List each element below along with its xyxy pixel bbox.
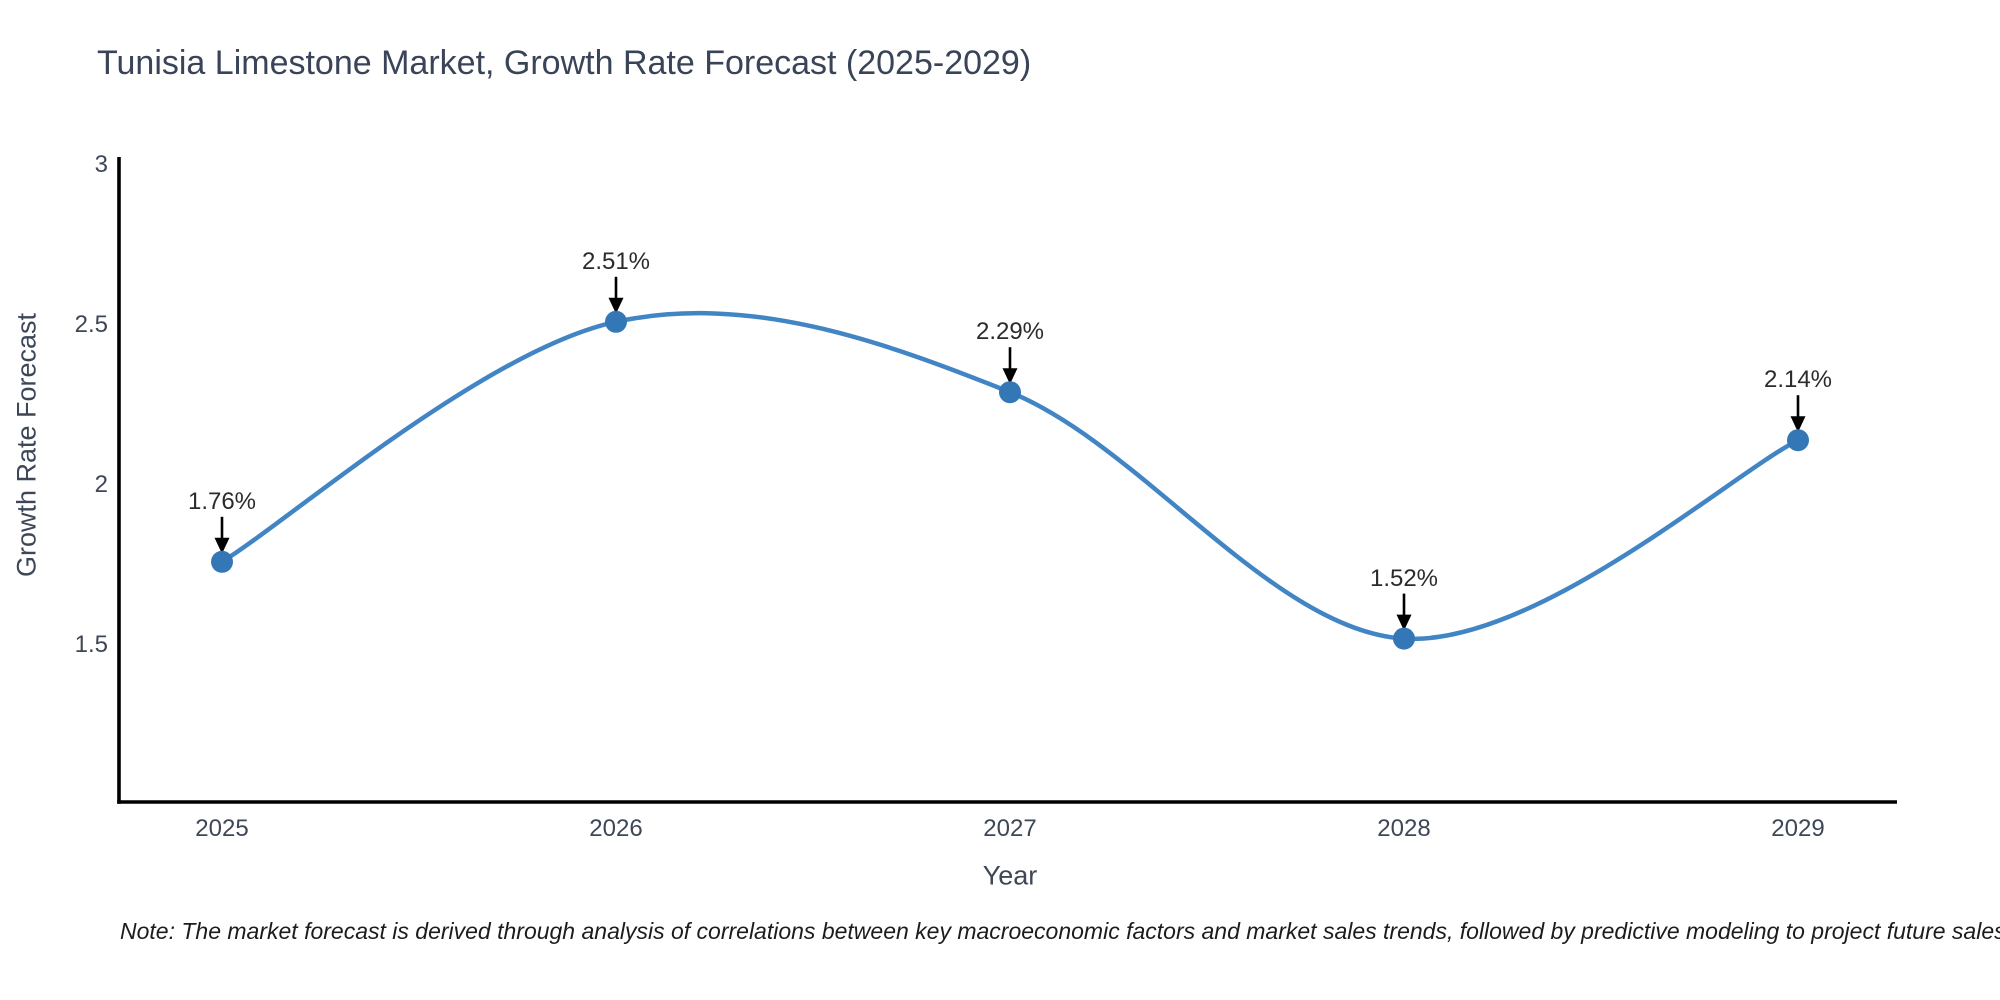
x-axis-title: Year (982, 860, 1038, 891)
annotation-label-2025: 1.76% (187, 487, 257, 515)
annotation-arrowhead-icon (1002, 368, 1018, 385)
data-point-2028 (1393, 627, 1415, 650)
annotation-arrowhead-icon (608, 297, 624, 314)
x-tick-label-2026: 2026 (589, 815, 643, 842)
x-tick-label-2028: 2028 (1377, 815, 1431, 842)
annotation-arrowhead-icon (1790, 416, 1806, 433)
x-tick-label-2029: 2029 (1771, 815, 1825, 842)
y-tick-label-2: 2 (94, 471, 108, 498)
annotation-arrowhead-icon (214, 537, 230, 554)
annotation-label-2026: 2.51% (581, 247, 651, 275)
annotation-label-2027: 2.29% (975, 318, 1045, 346)
y-tick-label-2.5: 2.5 (74, 311, 108, 338)
data-point-markers (211, 310, 1809, 650)
data-point-2025 (211, 550, 233, 573)
annotation-arrowhead-icon (1396, 614, 1412, 631)
annotation-arrows (214, 276, 1806, 631)
y-tick-label-1.5: 1.5 (74, 631, 108, 658)
y-axis-title: Growth Rate Forecast (11, 312, 42, 578)
chart-title: Tunisia Limestone Market, Growth Rate Fo… (97, 44, 1032, 82)
data-point-2029 (1787, 429, 1809, 452)
footnote: Note: The market forecast is derived thr… (120, 918, 2000, 944)
data-point-2027 (999, 381, 1021, 404)
y-tick-label-3: 3 (94, 151, 108, 178)
x-tick-label-2027: 2027 (983, 815, 1037, 842)
x-tick-label-2025: 2025 (195, 815, 249, 842)
data-point-2026 (605, 310, 627, 333)
annotation-label-2028: 1.52% (1369, 564, 1439, 592)
annotation-label-2029: 2.14% (1763, 366, 1833, 394)
